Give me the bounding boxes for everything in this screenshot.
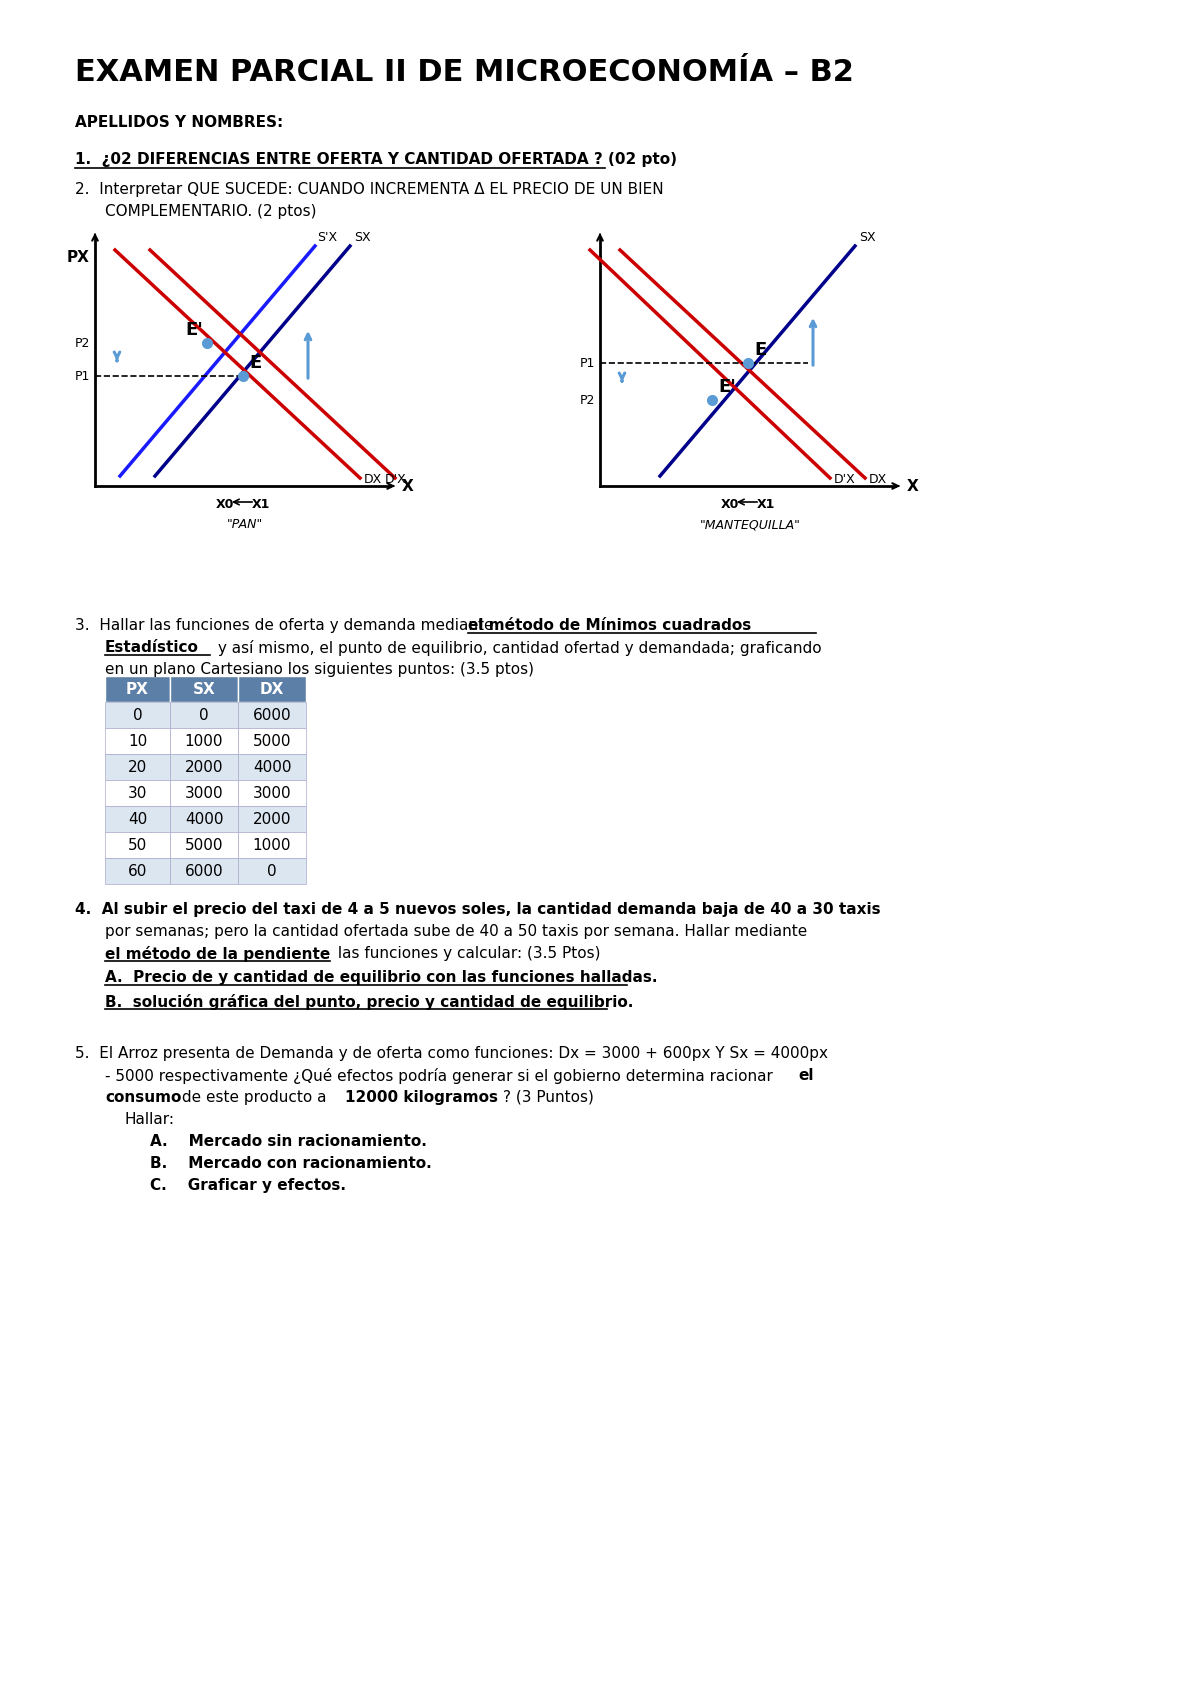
- Text: SX: SX: [354, 231, 371, 245]
- Text: "MANTEQUILLA": "MANTEQUILLA": [700, 518, 800, 531]
- Bar: [106, 807, 170, 832]
- Text: 30: 30: [128, 786, 148, 800]
- Text: Estadístico: Estadístico: [106, 640, 199, 655]
- Text: Hallar:: Hallar:: [125, 1112, 175, 1127]
- Text: el método de Mínimos cuadrados: el método de Mínimos cuadrados: [468, 618, 751, 633]
- Bar: [106, 701, 170, 728]
- Text: B.  solución gráfica del punto, precio y cantidad de equilibrio.: B. solución gráfica del punto, precio y …: [106, 993, 634, 1010]
- Text: 4.  Al subir el precio del taxi de 4 a 5 nuevos soles, la cantidad demanda baja : 4. Al subir el precio del taxi de 4 a 5 …: [74, 902, 881, 917]
- Text: las funciones y calcular: (3.5 Ptos): las funciones y calcular: (3.5 Ptos): [334, 946, 600, 961]
- Text: EXAMEN PARCIAL II DE MICROECONOMÍA – B2: EXAMEN PARCIAL II DE MICROECONOMÍA – B2: [74, 58, 854, 87]
- Text: X: X: [402, 479, 414, 494]
- Text: 0: 0: [268, 864, 277, 878]
- Text: P1: P1: [74, 370, 90, 382]
- Text: ? (3 Puntos): ? (3 Puntos): [503, 1090, 594, 1105]
- Text: el: el: [798, 1068, 814, 1083]
- Text: X1: X1: [757, 498, 775, 511]
- Bar: [170, 807, 238, 832]
- Text: 1000: 1000: [185, 734, 223, 749]
- Text: 0: 0: [133, 708, 143, 723]
- Text: PX: PX: [126, 681, 149, 696]
- Text: de este producto a: de este producto a: [178, 1090, 331, 1105]
- Bar: [238, 701, 306, 728]
- Bar: [238, 779, 306, 807]
- Text: X1: X1: [252, 498, 270, 511]
- Bar: [170, 728, 238, 754]
- Bar: [106, 676, 170, 701]
- Text: 4000: 4000: [253, 759, 292, 774]
- Text: por semanas; pero la cantidad ofertada sube de 40 a 50 taxis por semana. Hallar : por semanas; pero la cantidad ofertada s…: [106, 924, 808, 939]
- Bar: [238, 676, 306, 701]
- Bar: [106, 857, 170, 885]
- Bar: [238, 728, 306, 754]
- Text: D'X: D'X: [834, 474, 856, 486]
- Text: E': E': [718, 379, 736, 396]
- Text: 1000: 1000: [253, 837, 292, 852]
- Text: 5000: 5000: [185, 837, 223, 852]
- Bar: [238, 754, 306, 779]
- Text: A.    Mercado sin racionamiento.: A. Mercado sin racionamiento.: [150, 1134, 427, 1150]
- Text: E': E': [185, 321, 203, 340]
- Bar: [170, 857, 238, 885]
- Text: 3000: 3000: [185, 786, 223, 800]
- Text: C.    Graficar y efectos.: C. Graficar y efectos.: [150, 1178, 346, 1194]
- Bar: [238, 807, 306, 832]
- Text: 10: 10: [128, 734, 148, 749]
- Bar: [170, 676, 238, 701]
- Text: SX: SX: [193, 681, 215, 696]
- Text: 3.  Hallar las funciones de oferta y demanda mediante: 3. Hallar las funciones de oferta y dema…: [74, 618, 498, 633]
- Text: D'X: D'X: [385, 474, 407, 486]
- Bar: [106, 779, 170, 807]
- Text: COMPLEMENTARIO. (2 ptos): COMPLEMENTARIO. (2 ptos): [106, 204, 317, 219]
- Text: 12000 kilogramos: 12000 kilogramos: [346, 1090, 498, 1105]
- Text: 6000: 6000: [253, 708, 292, 723]
- Text: P2: P2: [580, 394, 595, 406]
- Text: X0: X0: [721, 498, 739, 511]
- Bar: [170, 754, 238, 779]
- Text: en un plano Cartesiano los siguientes puntos: (3.5 ptos): en un plano Cartesiano los siguientes pu…: [106, 662, 534, 678]
- Text: DX: DX: [260, 681, 284, 696]
- Text: 6000: 6000: [185, 864, 223, 878]
- Text: P1: P1: [580, 357, 595, 370]
- Text: A.  Precio de y cantidad de equilibrio con las funciones halladas.: A. Precio de y cantidad de equilibrio co…: [106, 970, 658, 985]
- Bar: [106, 832, 170, 857]
- Text: 5000: 5000: [253, 734, 292, 749]
- Text: 60: 60: [128, 864, 148, 878]
- Text: el método de la pendiente: el método de la pendiente: [106, 946, 330, 963]
- Bar: [170, 832, 238, 857]
- Text: X: X: [907, 479, 919, 494]
- Text: 50: 50: [128, 837, 148, 852]
- Text: "PAN": "PAN": [227, 518, 263, 531]
- Text: 5.  El Arroz presenta de Demanda y de oferta como funciones: Dx = 3000 + 600px Y: 5. El Arroz presenta de Demanda y de ofe…: [74, 1046, 828, 1061]
- Text: 0: 0: [199, 708, 209, 723]
- Text: consumo: consumo: [106, 1090, 181, 1105]
- Text: 2000: 2000: [253, 812, 292, 827]
- Bar: [238, 857, 306, 885]
- Text: - 5000 respectivamente ¿Qué efectos podría generar si el gobierno determina raci: - 5000 respectivamente ¿Qué efectos podr…: [106, 1068, 778, 1083]
- Text: X0: X0: [216, 498, 234, 511]
- Text: 1.  ¿02 DIFERENCIAS ENTRE OFERTA Y CANTIDAD OFERTADA ? (02 pto): 1. ¿02 DIFERENCIAS ENTRE OFERTA Y CANTID…: [74, 153, 677, 166]
- Text: DX: DX: [869, 474, 887, 486]
- Bar: [170, 701, 238, 728]
- Text: E: E: [754, 341, 767, 358]
- Bar: [106, 728, 170, 754]
- Text: y así mismo, el punto de equilibrio, cantidad ofertad y demandada; graficando: y así mismo, el punto de equilibrio, can…: [214, 640, 822, 655]
- Bar: [106, 754, 170, 779]
- Text: SX: SX: [859, 231, 876, 245]
- Bar: [170, 779, 238, 807]
- Text: 20: 20: [128, 759, 148, 774]
- Text: 40: 40: [128, 812, 148, 827]
- Text: 4000: 4000: [185, 812, 223, 827]
- Text: B.    Mercado con racionamiento.: B. Mercado con racionamiento.: [150, 1156, 432, 1172]
- Text: 2000: 2000: [185, 759, 223, 774]
- Text: APELLIDOS Y NOMBRES:: APELLIDOS Y NOMBRES:: [74, 115, 283, 131]
- Text: S'X: S'X: [317, 231, 337, 245]
- Text: P2: P2: [74, 336, 90, 350]
- Text: 2.  Interpretar QUE SUCEDE: CUANDO INCREMENTA Δ EL PRECIO DE UN BIEN: 2. Interpretar QUE SUCEDE: CUANDO INCREM…: [74, 182, 664, 197]
- Text: E: E: [250, 353, 262, 372]
- Text: DX: DX: [364, 474, 383, 486]
- Text: PX: PX: [67, 250, 90, 265]
- Text: 3000: 3000: [253, 786, 292, 800]
- Bar: [238, 832, 306, 857]
